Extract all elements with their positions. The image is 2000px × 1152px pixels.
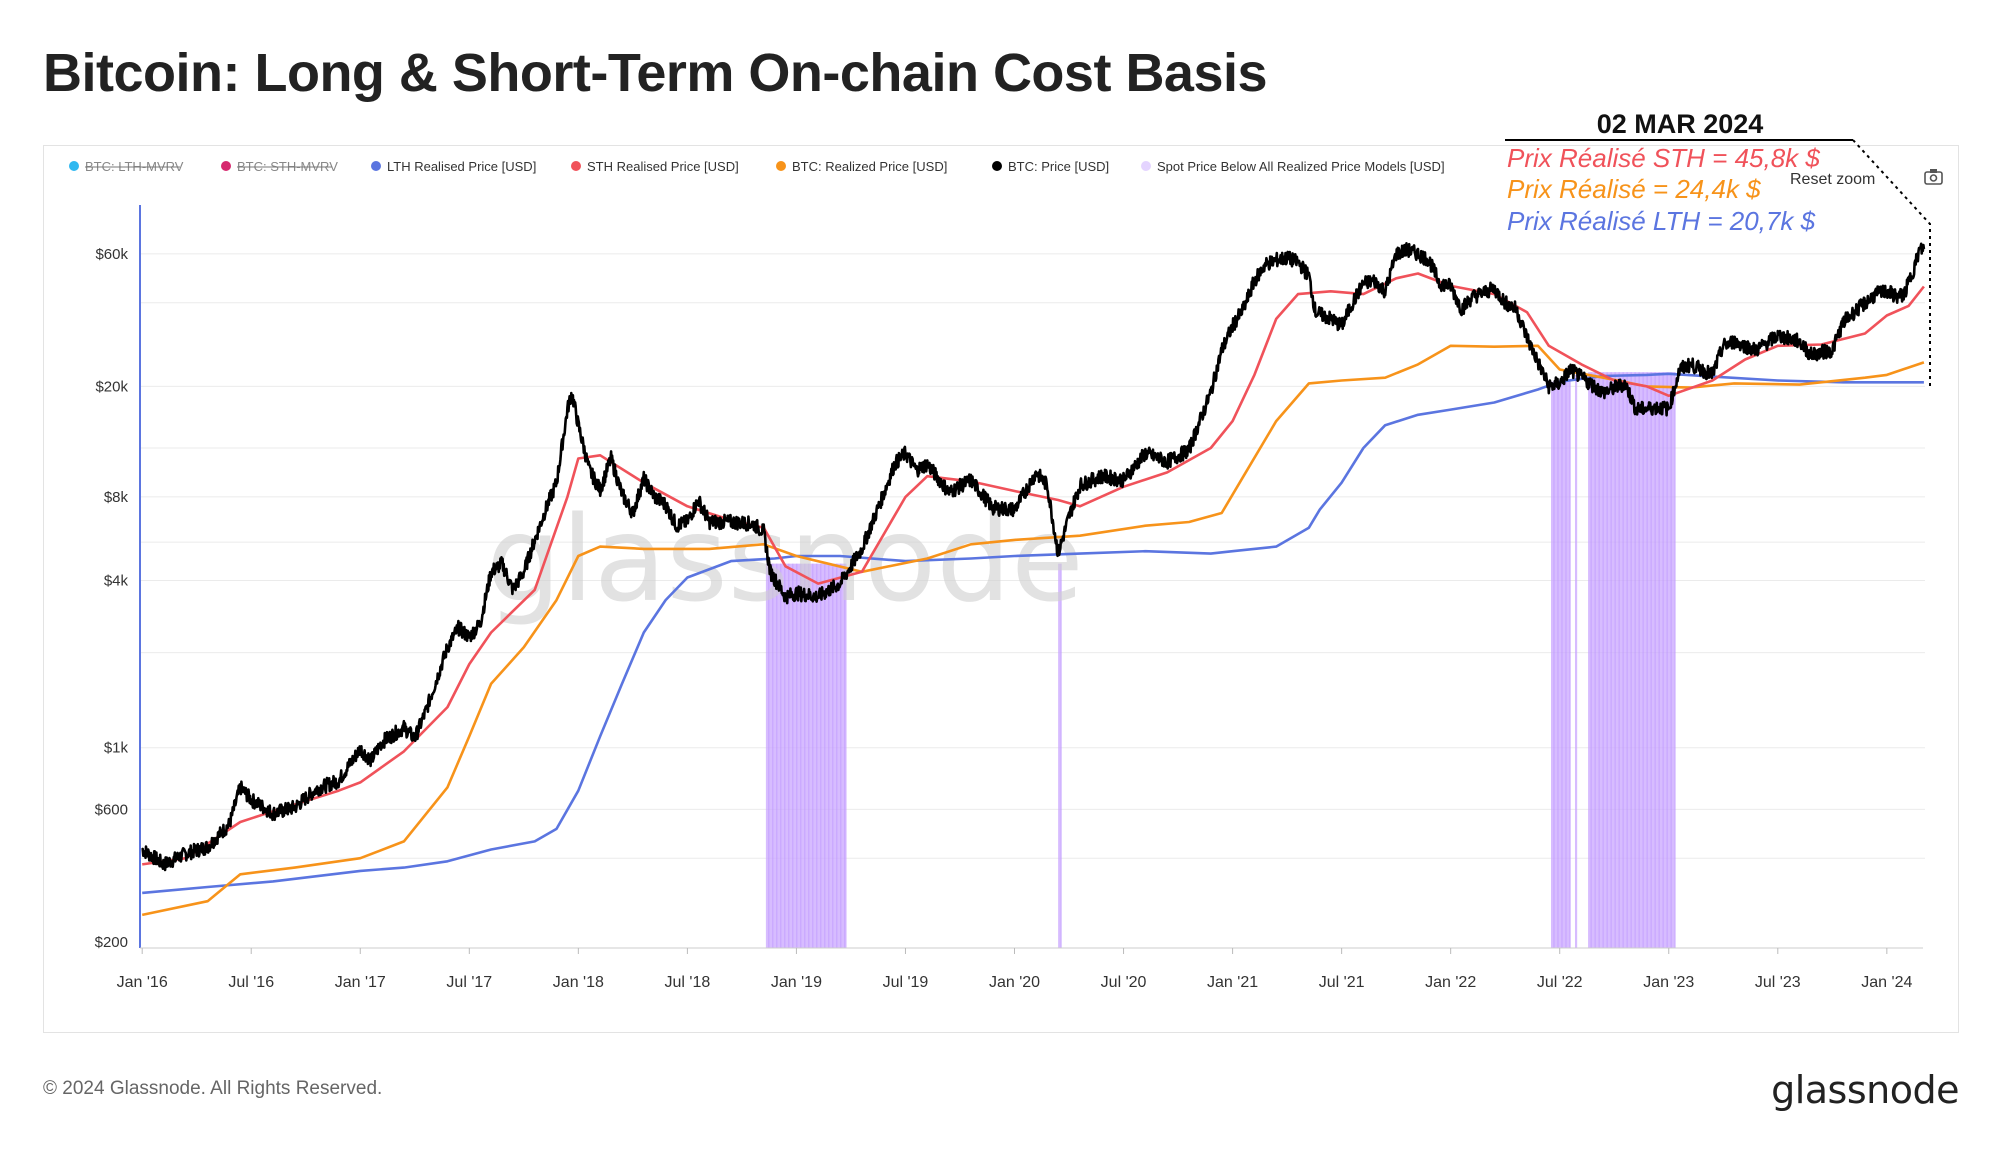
x-tick-label: Jul '19: [883, 974, 929, 991]
x-tick-label: Jul '22: [1537, 974, 1583, 991]
annotation-date: 02 MAR 2024: [1597, 109, 1764, 139]
chart-frame: [43, 145, 1959, 1033]
x-tick-label: Jul '23: [1755, 974, 1801, 991]
x-tick-label: Jan '21: [1207, 974, 1258, 991]
legend-marker: [776, 161, 786, 171]
x-tick-label: Jul '18: [665, 974, 711, 991]
copyright: © 2024 Glassnode. All Rights Reserved.: [43, 1078, 383, 1099]
x-tick-label: Jul '17: [446, 974, 492, 991]
below-band: [1588, 372, 1676, 949]
legend-item[interactable]: STH Realised Price [USD]: [587, 159, 739, 174]
legend-marker: [371, 161, 381, 171]
annotation-realized: Prix Réalisé = 24,4k $: [1507, 174, 1761, 204]
x-tick-label: Jul '20: [1101, 974, 1147, 991]
legend-marker: [69, 161, 79, 171]
legend[interactable]: BTC: LTH-MVRV BTC: STH-MVRV LTH Realised P…: [69, 159, 1445, 174]
legend-marker: [221, 161, 231, 171]
x-tick-label: Jan '20: [989, 974, 1040, 991]
y-tick-label: $8k: [104, 489, 129, 506]
y-axis-ticks: $60k $20k $8k $4k $1k $600 $200: [95, 246, 129, 951]
y-tick-label: $1k: [104, 740, 129, 757]
legend-item[interactable]: Spot Price Below All Realized Price Mode…: [1157, 159, 1445, 174]
x-tick-label: Jul '21: [1319, 974, 1365, 991]
y-tick-label: $600: [95, 801, 128, 818]
y-tick-label: $60k: [95, 246, 128, 263]
y-tick-label: $20k: [95, 378, 128, 395]
annotation-box: 02 MAR 2024 Prix Réalisé STH = 45,8k $ P…: [1505, 109, 1931, 390]
below-price-bands: [765, 372, 1676, 949]
camera-icon[interactable]: [1924, 169, 1943, 185]
page-title: Bitcoin: Long & Short-Term On-chain Cost…: [43, 43, 1268, 103]
legend-marker: [992, 161, 1002, 171]
x-tick-label: Jan '22: [1425, 974, 1476, 991]
x-tick-label: Jan '23: [1643, 974, 1694, 991]
x-axis-ticks: Jan '16 Jul '16 Jan '17 Jul '17 Jan '18 Jul '…: [117, 948, 1912, 991]
footer-brand-logo: glassnode: [1771, 1068, 1959, 1112]
legend-marker: [1141, 161, 1151, 171]
x-tick-label: Jan '19: [771, 974, 822, 991]
x-tick-label: Jan '24: [1861, 974, 1912, 991]
below-band: [1058, 563, 1062, 948]
x-tick-label: Jan '18: [553, 974, 604, 991]
legend-item[interactable]: LTH Realised Price [USD]: [387, 159, 536, 174]
annotation-leader: [1852, 139, 1931, 390]
legend-marker: [571, 161, 581, 171]
x-tick-label: Jan '17: [335, 974, 386, 991]
annotation-lth: Prix Réalisé LTH = 20,7k $: [1507, 206, 1816, 236]
realized-price-line: [141, 344, 1925, 917]
legend-item[interactable]: BTC: Realized Price [USD]: [792, 159, 947, 174]
below-band: [1574, 374, 1578, 948]
reset-zoom-button[interactable]: Reset zoom: [1790, 171, 1875, 188]
sth-realised-price-line: [142, 272, 1925, 866]
y-tick-label: $4k: [104, 573, 129, 590]
annotation-sth: Prix Réalisé STH = 45,8k $: [1507, 143, 1820, 173]
y-tick-label: $200: [95, 934, 128, 951]
btc-price-line: [141, 242, 1926, 872]
legend-item[interactable]: BTC: Price [USD]: [1008, 159, 1109, 174]
x-tick-label: Jan '16: [117, 974, 168, 991]
x-tick-label: Jul '16: [228, 974, 274, 991]
series-lines: [141, 242, 1926, 917]
